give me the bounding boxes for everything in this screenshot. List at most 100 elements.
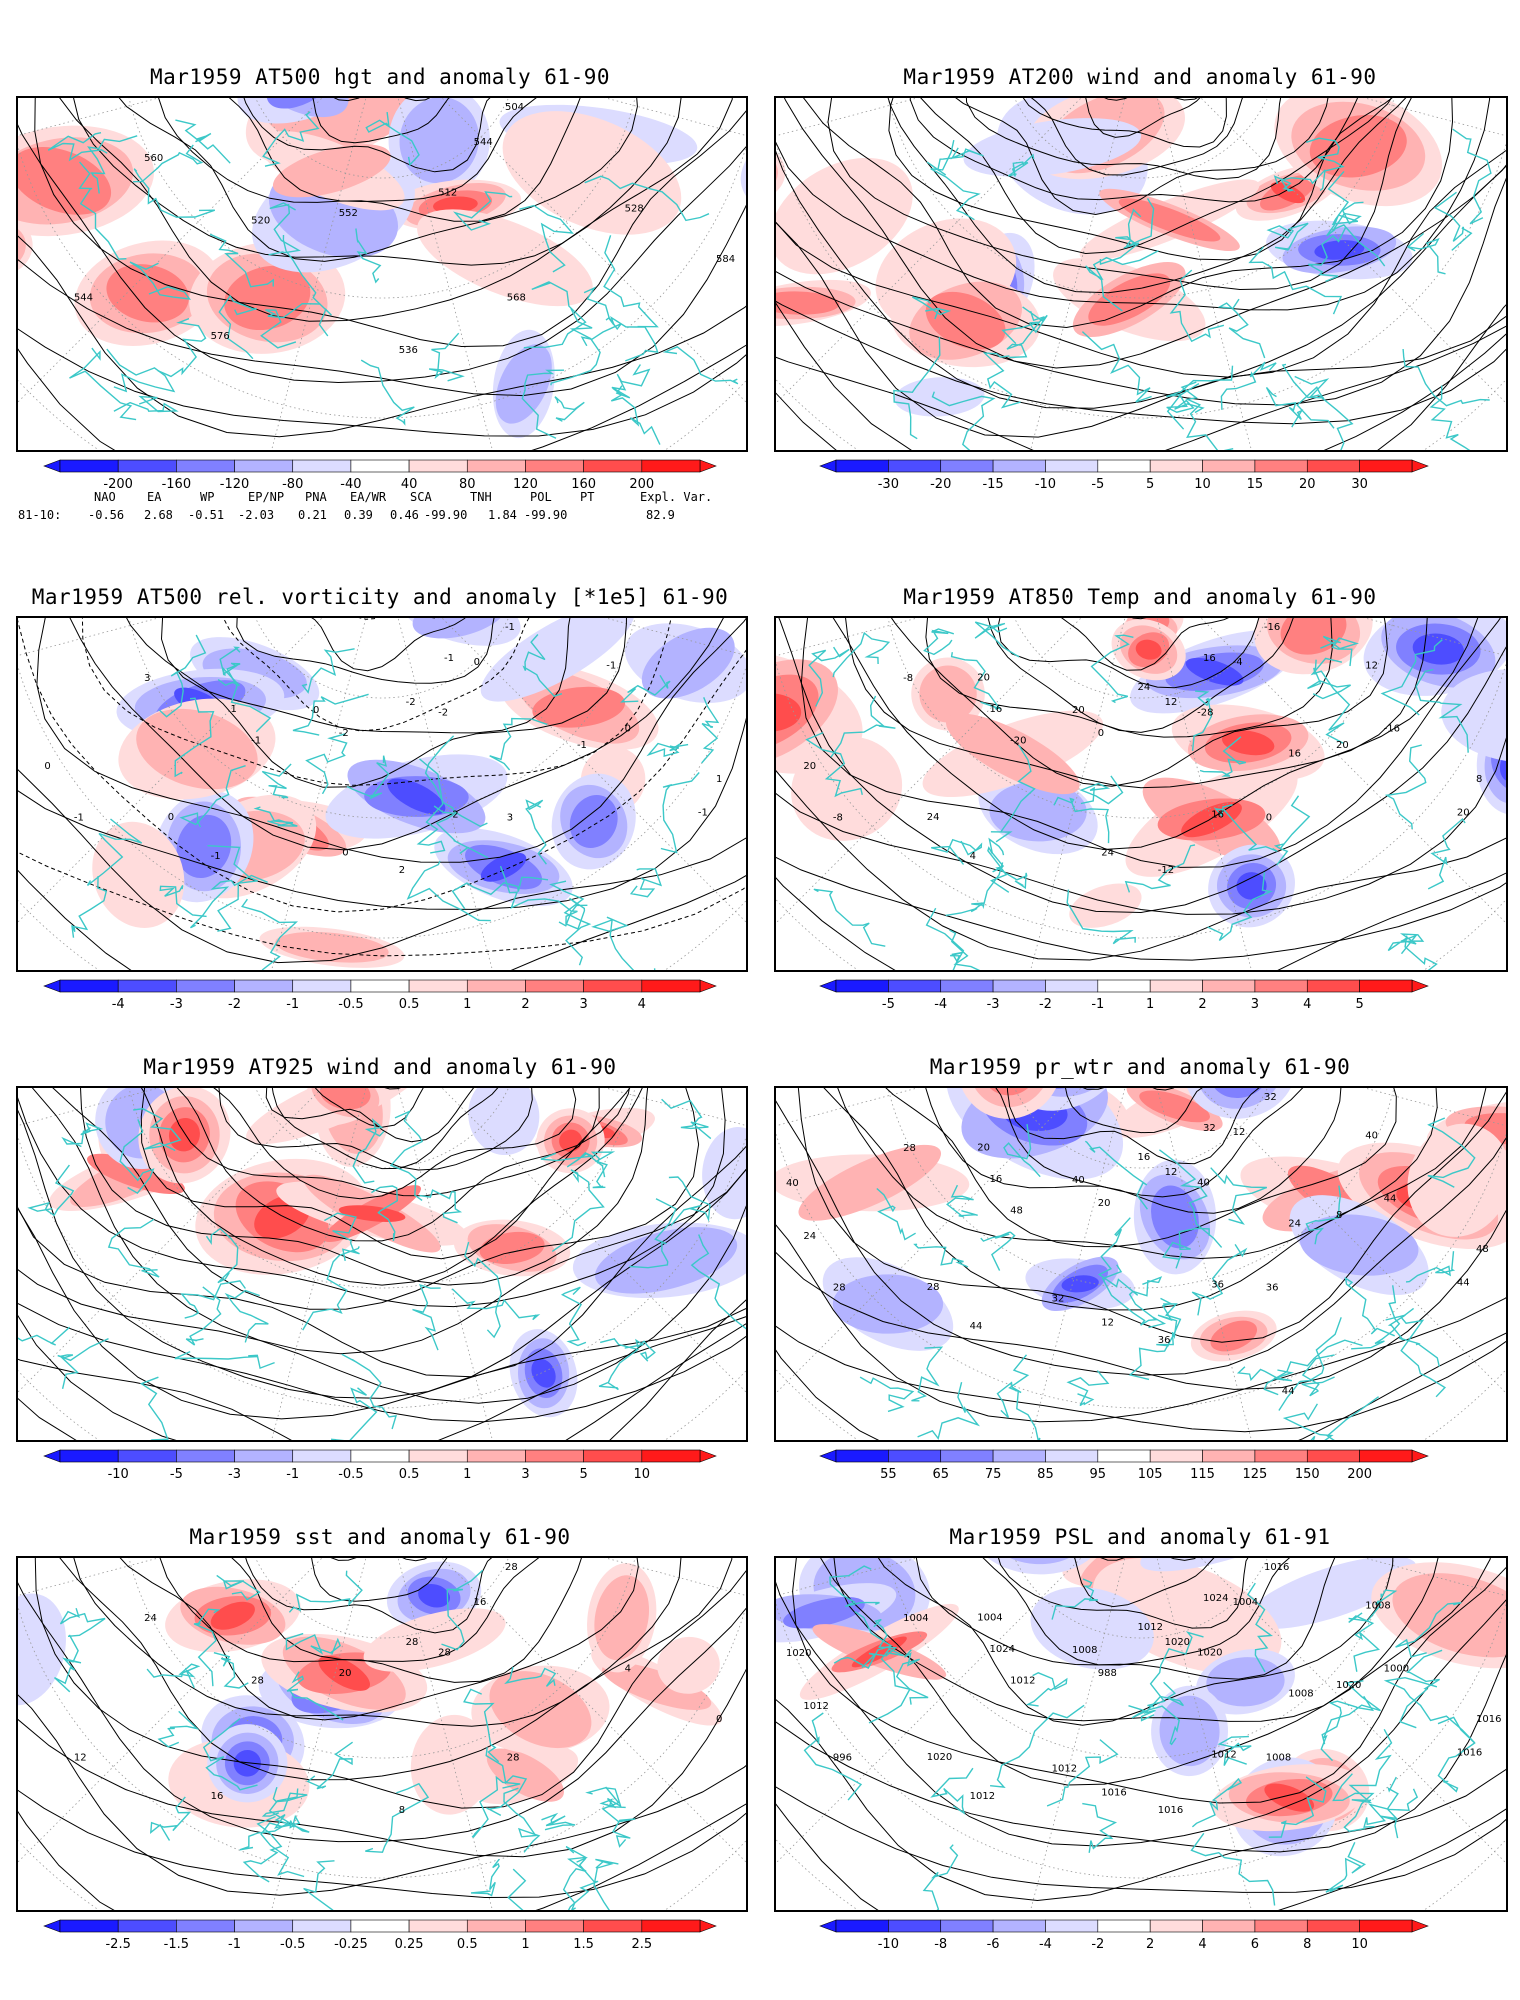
coastline: [525, 799, 547, 865]
negative-anomaly-area: [1236, 872, 1267, 900]
colorbar-tick-label: 2: [1198, 997, 1206, 1012]
colorbar-segment: [408, 1919, 468, 1933]
positive-anomaly-area: [602, 1662, 712, 1711]
coastline: [503, 1787, 541, 1853]
coastline: [1427, 1117, 1476, 1188]
coastline: [301, 648, 355, 694]
index-header: PNA: [305, 490, 327, 504]
positive-anomaly-area: [433, 196, 478, 214]
index-header: TNH: [470, 490, 492, 504]
colorbar-tick-label: 200: [629, 477, 654, 492]
contour-label: -8: [833, 813, 843, 824]
contour-line: [797, 1088, 1506, 1343]
colorbar-tick-label: 2: [521, 997, 529, 1012]
anomaly-shading: [18, 98, 746, 439]
contour-line: [59, 98, 733, 322]
coastline: [158, 634, 207, 718]
contour-label: 0: [1098, 728, 1104, 739]
contour-line: [887, 98, 1407, 294]
positive-anomaly-area: [594, 1575, 650, 1661]
coastline: [1415, 668, 1469, 753]
colorbar-segment: [525, 459, 584, 473]
contour-line: [312, 98, 450, 144]
contour-line: [1030, 98, 1244, 176]
contour-label: 20: [339, 1668, 352, 1679]
coastline: [305, 733, 348, 795]
coastline: [1278, 1317, 1342, 1411]
positive-anomaly-area: [946, 713, 1080, 795]
coastline: [1191, 1777, 1243, 1828]
contour-labels: 28 28 28 4 8 12 16 20 24 28 16 0 28: [74, 1562, 722, 1816]
negative-anomaly-area: [1061, 1275, 1099, 1293]
coastline: [286, 1671, 344, 1721]
coastline: [1081, 331, 1152, 403]
colorbar: -5 -4 -3 -2 -1 1 2 3 4 5: [819, 979, 1429, 1012]
coastline: [1402, 348, 1490, 407]
colorbar: -4 -3 -2 -1 -0.5 0.5 1 2 3 4: [43, 979, 717, 1012]
colorbar-segment: [1359, 1449, 1413, 1463]
coastline: [1007, 153, 1035, 177]
contour-line: [73, 98, 682, 266]
contour-line: [778, 618, 1506, 914]
contour-label: 44: [1282, 1386, 1295, 1397]
coastline: [701, 697, 720, 764]
coastline: [1348, 1728, 1393, 1804]
colorbar-tick-label: 1: [521, 1937, 529, 1952]
contour-label: 28: [505, 1562, 518, 1573]
colorbar-tick-label: -2: [228, 997, 241, 1012]
contour-label: 20: [977, 1142, 990, 1153]
positive-anomaly-area: [106, 264, 189, 323]
contour-label: 1000: [1384, 1663, 1409, 1674]
contour-lines: [776, 98, 1506, 450]
contour-line: [776, 770, 1506, 961]
coastline: [78, 161, 127, 260]
contour-labels: 1016102010121000101699610049881004100810…: [786, 1562, 1501, 1816]
colorbar-tick-label: -1: [228, 1937, 241, 1952]
colorbar-tick-label: -0.25: [334, 1937, 368, 1952]
contour-line: [140, 1088, 643, 1286]
colorbar-tick-label: -6: [987, 1937, 1000, 1952]
coastline: [113, 395, 179, 413]
contour-label: 48: [1010, 1205, 1023, 1216]
colorbar-segment: [1045, 459, 1099, 473]
coastline: [565, 897, 588, 930]
contour-line: [18, 1303, 746, 1423]
map-canvas: 32 40 48 44 36 28 12 20 28 36 44 48 12 16 8 12 24 32 40 40 3…: [776, 1088, 1506, 1440]
index-value: 0.21: [298, 508, 327, 522]
coastline: [917, 1382, 981, 1440]
graticule: [776, 1088, 1506, 1440]
coastline: [1082, 1802, 1118, 1853]
coastline: [1166, 383, 1205, 414]
contour-line: [311, 618, 466, 672]
positive-anomaly-area: [776, 674, 819, 751]
coastline: [1246, 1582, 1274, 1673]
coastline: [133, 1107, 182, 1152]
colorbar-tick-label: -80: [282, 477, 303, 492]
contour-line: [140, 1088, 631, 1260]
contour-line: [231, 1558, 540, 1662]
coastline: [1282, 1403, 1334, 1440]
coastline: [209, 233, 275, 288]
contour-line: [885, 1088, 1397, 1248]
coastline: [1090, 634, 1134, 704]
colorbar-tick-label: 30: [1351, 477, 1368, 492]
colorbar-segment: [835, 1919, 889, 1933]
contour-line: [925, 618, 1333, 738]
colorbar-tick-label: 1.5: [573, 1937, 594, 1952]
coastline: [146, 1663, 201, 1689]
contour-label: 1016: [1264, 1562, 1289, 1573]
negative-anomaly-area: [702, 1127, 746, 1220]
contour-label: -2: [406, 697, 416, 708]
contour-line: [18, 328, 746, 437]
colorbar-segment: [888, 1919, 942, 1933]
contour-label: 48: [1476, 1244, 1489, 1255]
coastline: [803, 1712, 863, 1801]
index-value: -2.03: [238, 508, 275, 522]
contour-label: 36: [1266, 1283, 1279, 1294]
coastline: [360, 359, 415, 426]
contour-line: [920, 98, 1392, 255]
contour-line: [987, 618, 1294, 733]
contour-label: 560: [144, 153, 163, 164]
colorbar-tick-label: 5: [1146, 477, 1154, 492]
coastline: [829, 1565, 880, 1608]
